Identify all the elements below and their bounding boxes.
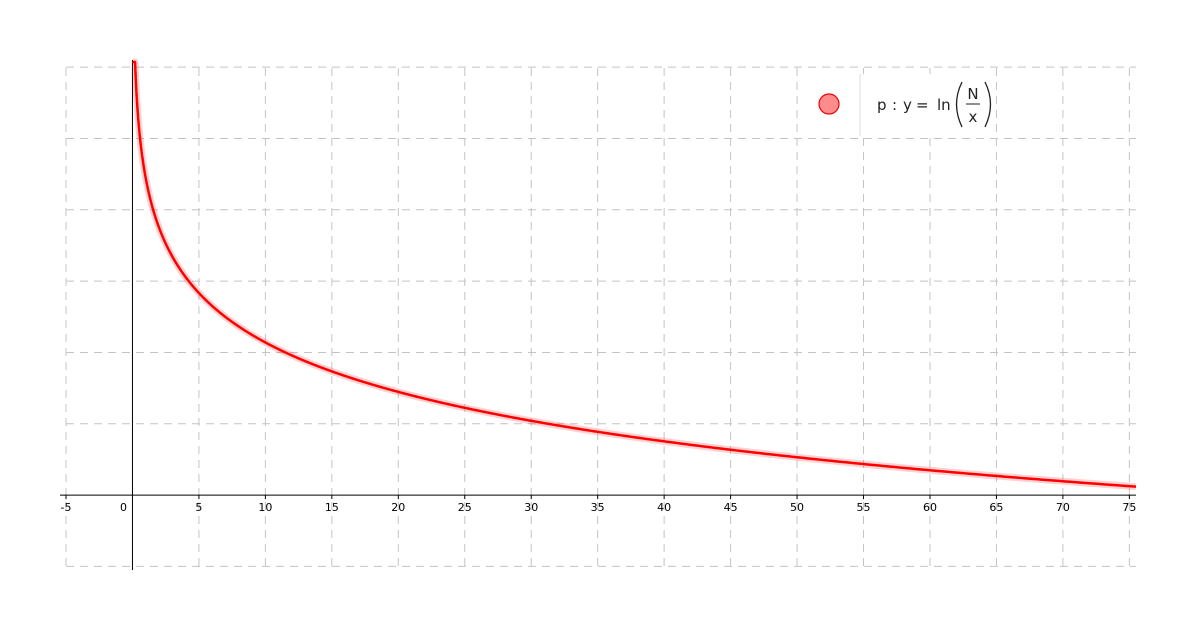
legend-lhs: y — [903, 96, 912, 114]
x-tick-label: 10 — [258, 501, 272, 514]
algebra-legend: p : y = ln N x — [805, 74, 995, 136]
grid-lines — [65, 66, 1136, 570]
x-tick-label: 75 — [1122, 501, 1136, 514]
legend-object-name: p — [877, 96, 887, 114]
legend-equals: = — [916, 96, 929, 114]
x-tick-label: -5 — [61, 501, 72, 514]
x-tick-label: 20 — [391, 501, 405, 514]
visibility-toggle-icon[interactable] — [818, 93, 840, 115]
x-tick-label: 45 — [724, 501, 738, 514]
curve-p[interactable] — [128, 58, 1137, 491]
x-tick-label: 70 — [1056, 501, 1070, 514]
right-paren-icon — [984, 81, 992, 128]
x-tick-label: 35 — [591, 501, 605, 514]
legend-function-name: ln — [937, 96, 951, 114]
x-tick-label: 25 — [458, 501, 472, 514]
curve-p-line[interactable] — [131, 60, 1137, 488]
legend-numerator: N — [967, 85, 978, 103]
x-tick-label: 30 — [524, 501, 538, 514]
x-tick-label: 0 — [120, 501, 127, 514]
x-tick-label: 60 — [923, 501, 937, 514]
x-tick-labels: -5 0 5 10 15 20 25 30 35 40 45 50 55 60 65 70 75 — [61, 495, 1136, 514]
legend-separator: : — [892, 96, 897, 114]
x-tick-label: 65 — [989, 501, 1003, 514]
x-tick-label: 55 — [857, 501, 871, 514]
x-tick-label: 40 — [657, 501, 671, 514]
x-tick-label: 5 — [195, 501, 202, 514]
x-tick-label: 15 — [325, 501, 339, 514]
x-tick-label: 50 — [790, 501, 804, 514]
legend-denominator: x — [969, 108, 978, 126]
left-paren-icon — [955, 81, 963, 128]
